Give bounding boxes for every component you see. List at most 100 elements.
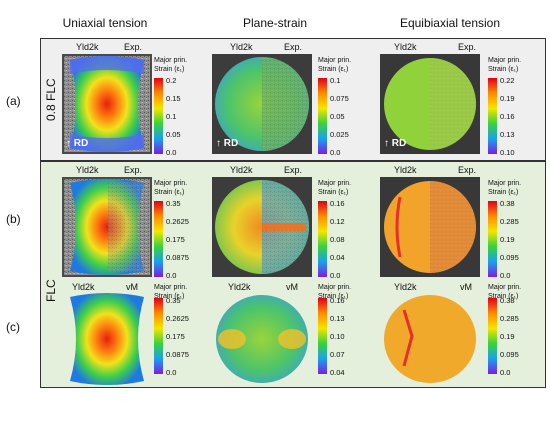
- panel-c1: Yld2k vM 0.35 0.2625 0.175 0.0875 0.0: [62, 282, 189, 386]
- colorbar-tick: 0.0: [330, 148, 341, 157]
- colorbar-title-c3: Major prin. Strain (ε₁): [488, 284, 522, 300]
- colorbar-tick: 0.1: [166, 112, 177, 121]
- colorbar-tick: 0.16: [330, 199, 345, 208]
- colorbar-tick: 0.10: [330, 332, 345, 341]
- colorbar-title-c1: Major prin. Strain (ε₁): [154, 284, 188, 300]
- colorbar-b2: [318, 201, 327, 277]
- row-label-a: (a): [6, 94, 21, 108]
- band-label-flc: FLC: [44, 279, 58, 302]
- colorbar-tick: 0.13: [330, 314, 345, 323]
- colorbar-tick: 0.2625: [166, 217, 189, 226]
- panel-b2-right-label: Exp.: [284, 165, 303, 175]
- colorbar-title-b2: Major prin. Strain (ε₁): [318, 180, 352, 196]
- contour-plane-strain-a: [212, 54, 312, 154]
- panel-a2-left-label: Yld2k: [230, 42, 253, 52]
- panel-c2-left-label: Yld2k: [228, 282, 251, 292]
- colorbar-a3: [488, 78, 497, 154]
- rd-arrow-label: ↑ RD: [66, 138, 89, 149]
- panel-a3-left-label: Yld2k: [394, 42, 417, 52]
- colorbar-tick: 0.38: [500, 296, 515, 305]
- contour-equibiaxial-a: [380, 54, 480, 154]
- colorbar-tick: 0.095: [500, 350, 519, 359]
- panel-a1-left-label: Yld2k: [76, 42, 99, 52]
- contour-uniaxial-a: [62, 54, 152, 154]
- contour-plane-strain-b: [212, 177, 312, 277]
- rd-arrow-label: ↑ RD: [384, 138, 407, 149]
- panel-b1-left-label: Yld2k: [76, 165, 99, 175]
- panel-b3: Yld2k Exp. Major prin. Strain (ε₁) 0.38 0…: [380, 165, 540, 280]
- column-heading-uniaxial: Uniaxial tension: [62, 16, 148, 30]
- colorbar-tick: 0.08: [330, 235, 345, 244]
- colorbar-tick: 0.175: [166, 332, 185, 341]
- panel-b2-left-label: Yld2k: [230, 165, 253, 175]
- colorbar-title-b3: Major prin. Strain (ε₁): [488, 180, 522, 196]
- panel-c3: Yld2k vM 0.38 0.285 0.19 0.095 0.0: [380, 282, 540, 386]
- colorbar-tick: 0.0: [500, 368, 511, 377]
- colorbar-tick: 0.175: [166, 235, 185, 244]
- colorbar-tick: 0.0: [166, 271, 177, 280]
- colorbar-tick: 0.285: [500, 314, 519, 323]
- contour-plane-strain-c: [216, 295, 308, 383]
- colorbar-tick: 0.35: [166, 199, 181, 208]
- colorbar-title-a2: Major prin. Strain (ε₁): [318, 57, 352, 73]
- colorbar-tick: 0.0875: [166, 350, 189, 359]
- colorbar-tick: 0.38: [500, 199, 515, 208]
- colorbar-tick: 0.05: [330, 112, 345, 121]
- contour-uniaxial-b: [62, 177, 152, 277]
- panel-b1-right-label: Exp.: [124, 165, 143, 175]
- panel-c2: Yld2k vM 0.16 0.13 0.10 0.07 0.04: [212, 282, 352, 386]
- panel-c3-right-label: vM: [460, 282, 472, 292]
- colorbar-tick: 0.025: [330, 130, 349, 139]
- colorbar-tick: 0.0: [166, 368, 177, 377]
- colorbar-c1: [154, 298, 163, 374]
- colorbar-c2: [318, 298, 327, 374]
- colorbar-tick: 0.04: [330, 253, 345, 262]
- panel-a2-right-label: Exp.: [284, 42, 303, 52]
- panel-c1-left-label: Yld2k: [72, 282, 95, 292]
- panel-c1-right-label: vM: [126, 282, 138, 292]
- colorbar-tick: 0.07: [330, 350, 345, 359]
- colorbar-tick: 0.2: [166, 76, 177, 85]
- colorbar-tick: 0.0: [500, 271, 511, 280]
- panel-a1-right-label: Exp.: [124, 42, 143, 52]
- colorbar-tick: 0.16: [330, 296, 345, 305]
- panel-a3-right-label: Exp.: [458, 42, 477, 52]
- panel-c3-left-label: Yld2k: [394, 282, 417, 292]
- contour-equibiaxial-c: [384, 295, 476, 383]
- colorbar-title-a1: Major prin. Strain (ε₁): [154, 57, 188, 73]
- colorbar-tick: 0.095: [500, 253, 519, 262]
- colorbar-tick: 0.19: [500, 235, 515, 244]
- colorbar-tick: 0.1: [330, 76, 341, 85]
- band-label-08-flc: 0.8 FLC: [44, 78, 58, 121]
- row-label-b: (b): [6, 212, 21, 226]
- colorbar-tick: 0.05: [166, 130, 181, 139]
- colorbar-tick: 0.12: [330, 217, 345, 226]
- colorbar-tick: 0.19: [500, 332, 515, 341]
- colorbar-title-a3: Major prin. Strain (ε₁): [488, 57, 522, 73]
- panel-b3-right-label: Exp.: [458, 165, 477, 175]
- rd-arrow-label: ↑ RD: [216, 138, 239, 149]
- colorbar-tick: 0.19: [500, 94, 515, 103]
- colorbar-tick: 0.0: [330, 271, 341, 280]
- row-label-c: (c): [6, 320, 20, 334]
- contour-uniaxial-c: [70, 293, 144, 385]
- colorbar-tick: 0.13: [500, 130, 515, 139]
- column-heading-equibiaxial: Equibiaxial tension: [399, 16, 501, 30]
- colorbar-title-c2: Major prin. Strain (ε₁): [318, 284, 352, 300]
- colorbar-tick: 0.04: [330, 368, 345, 377]
- contour-equibiaxial-b: [380, 177, 480, 277]
- colorbar-tick: 0.16: [500, 112, 515, 121]
- colorbar-c3: [488, 298, 497, 374]
- colorbar-b3: [488, 201, 497, 277]
- colorbar-tick: 0.285: [500, 217, 519, 226]
- colorbar-b1: [154, 201, 163, 277]
- colorbar-title-b1: Major prin. Strain (ε₁): [154, 180, 188, 196]
- colorbar-tick: 0.10: [500, 148, 515, 157]
- panel-a3: Yld2k Exp. ↑ RD Major prin. Strain (ε₁) 0…: [380, 42, 540, 157]
- colorbar-tick: 0.35: [166, 296, 181, 305]
- colorbar-tick: 0.15: [166, 94, 181, 103]
- colorbar-tick: 0.2625: [166, 314, 189, 323]
- panel-c2-right-label: vM: [286, 282, 298, 292]
- panel-b2: Yld2k Exp. Major prin. Strain (ε₁) 0.16 0…: [212, 165, 352, 280]
- panel-a2: Yld2k Exp. ↑ RD Major prin. Strain (ε₁) 0…: [212, 42, 352, 157]
